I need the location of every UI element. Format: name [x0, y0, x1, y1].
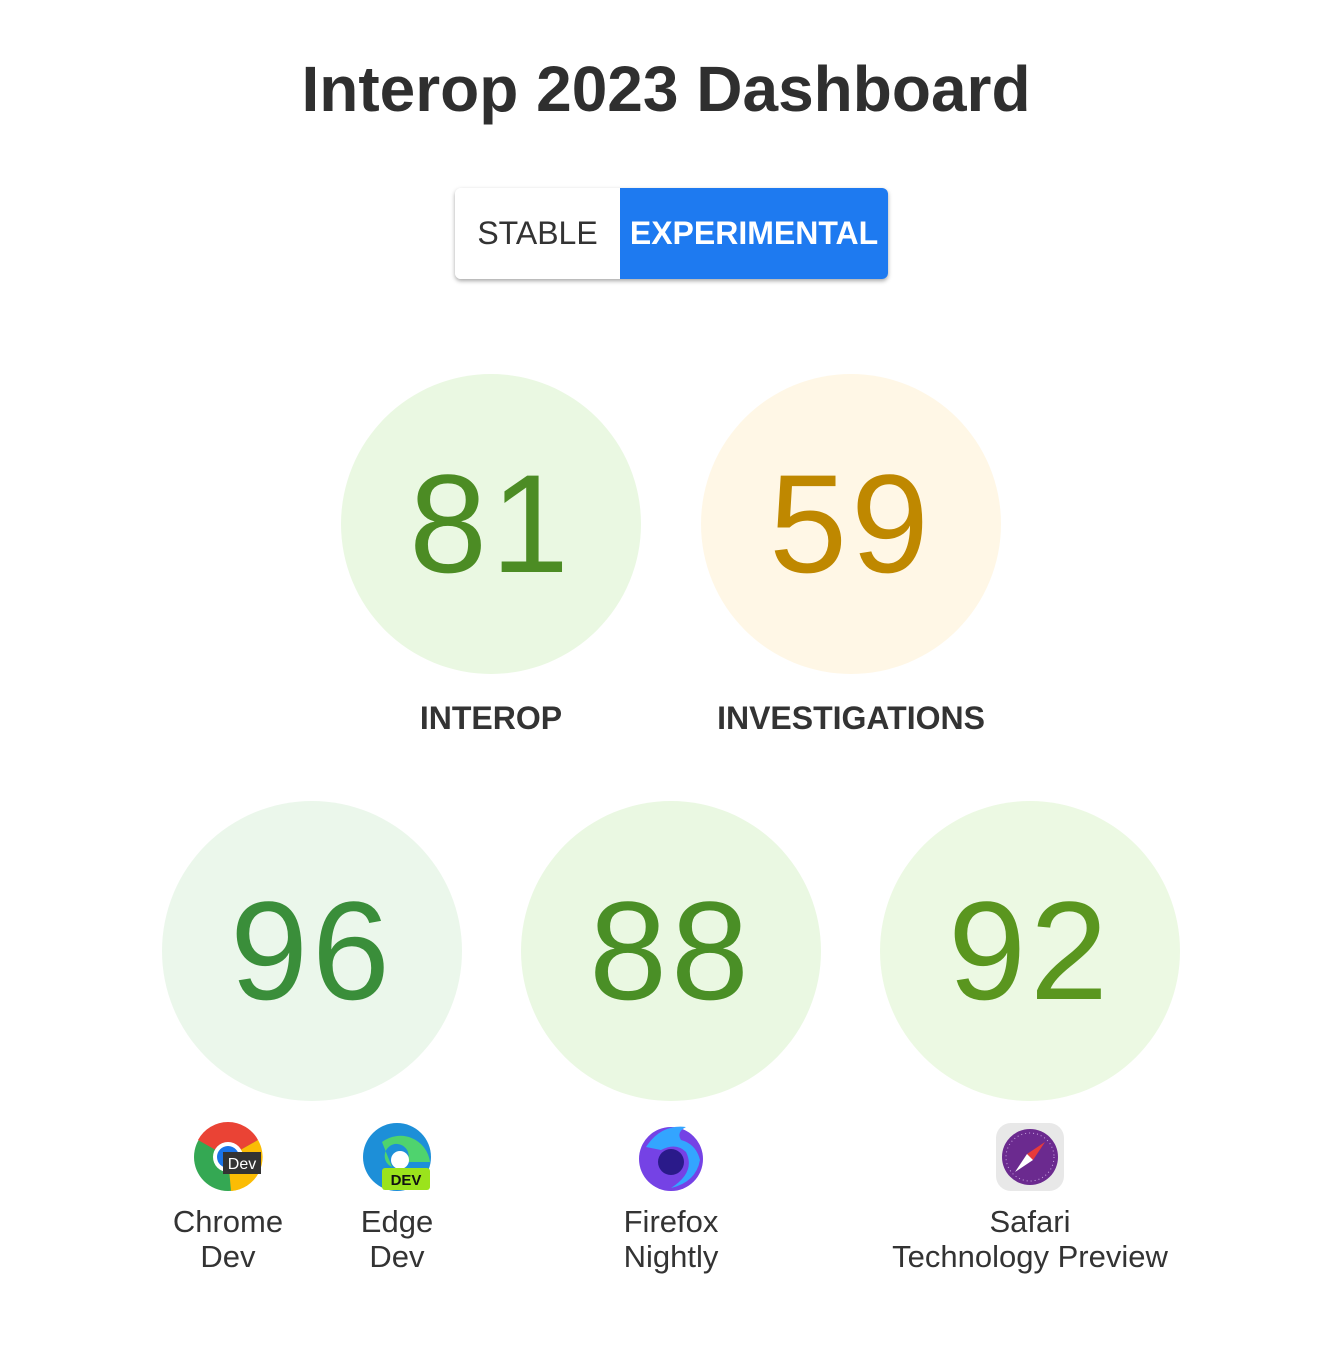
edge-dev-icon: DEV: [363, 1123, 431, 1191]
browser-name: Dev: [200, 1239, 256, 1274]
chrome-edge-score: 96: [162, 801, 462, 1101]
investigations-label: INVESTIGATIONS: [717, 700, 985, 736]
browser-chrome-dev: Dev Chrome Dev: [68, 1122, 388, 1274]
experimental-button[interactable]: EXPERIMENTAL: [620, 188, 888, 279]
safari-score: 92: [880, 801, 1180, 1101]
browser-edge-dev: DEV Edge Dev: [237, 1122, 557, 1274]
firefox-score: 88: [521, 801, 821, 1101]
browser-name: Technology Preview: [892, 1239, 1168, 1274]
stable-button[interactable]: STABLE: [455, 188, 620, 279]
safari-tp-icon: [996, 1123, 1064, 1191]
browser-name: Dev: [369, 1239, 425, 1274]
browser-name: Nightly: [623, 1239, 719, 1274]
browser-name: Firefox: [623, 1204, 719, 1239]
svg-text:Dev: Dev: [228, 1156, 256, 1173]
interop-label: INTEROP: [419, 700, 563, 736]
browser-safari-tp: Safari Technology Preview: [850, 1122, 1210, 1274]
interop-score: 81: [341, 374, 641, 674]
firefox-nightly-icon: [639, 1126, 703, 1191]
page-title: Interop 2023 Dashboard: [301, 53, 1031, 125]
browser-firefox-nightly: Firefox Nightly: [511, 1122, 831, 1274]
browser-name: Edge: [360, 1204, 434, 1239]
browser-name: Safari: [989, 1204, 1071, 1239]
investigations-score: 59: [701, 374, 1001, 674]
browser-name: Chrome: [172, 1204, 284, 1239]
chrome-dev-icon: Dev: [194, 1122, 263, 1191]
svg-text:DEV: DEV: [391, 1172, 422, 1189]
channel-toggle: STABLE EXPERIMENTAL: [455, 188, 888, 279]
